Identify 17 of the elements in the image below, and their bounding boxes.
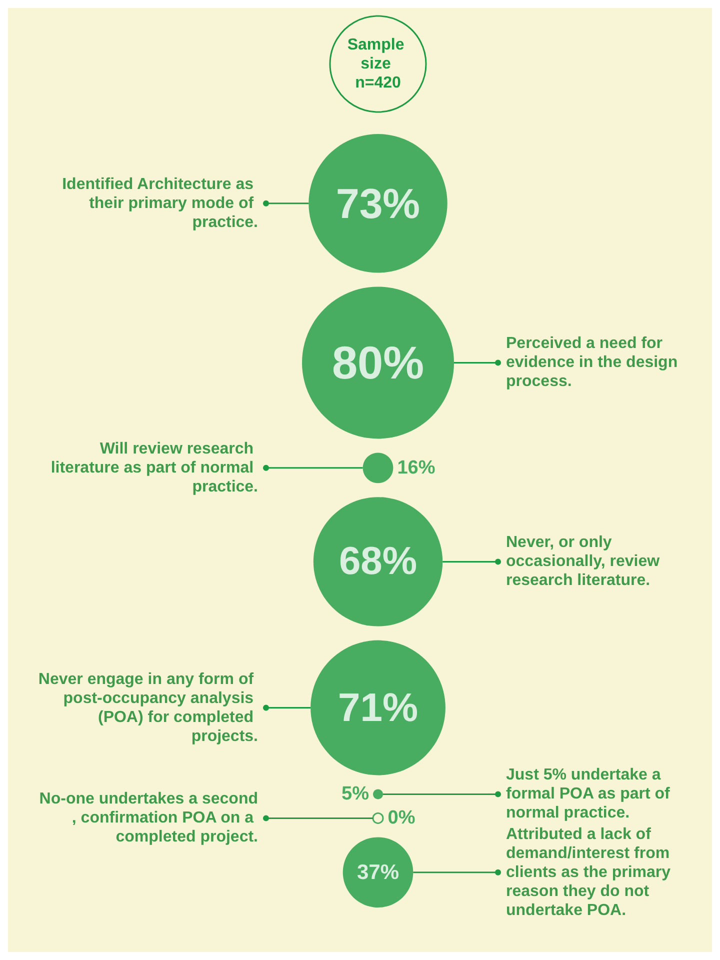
category-label: Never engage in any form of post-occupancy analysis (POA) for completed projects. <box>38 670 258 745</box>
data-label: 16% <box>397 457 436 478</box>
data-label: 71% <box>338 686 418 730</box>
category-label: Identified Architecture as their primary mode of practice. <box>62 176 258 231</box>
data-label: 5% <box>342 784 370 805</box>
data-label: 37% <box>356 860 400 884</box>
category-label: Perceived a need for evidence in the design process. <box>506 335 682 390</box>
text: Sample size n=420 <box>347 36 409 92</box>
category-label: Never, or only occasionally, review research literature. <box>506 534 664 590</box>
data-label: 0% <box>388 808 416 829</box>
category-label: Will review research literature as part of normal practice. <box>50 440 258 496</box>
category-label: Just 5% undertake a formal POA as part of normal practice. <box>506 766 674 822</box>
data-label: 80% <box>332 336 424 389</box>
category-label: No-one undertakes a second, confirmation POA on a completed project. <box>39 790 258 846</box>
data-label: 68% <box>338 540 418 584</box>
category-label: Attributed a lack of demand/interest from clients as the primary reason they do not undertake POA. <box>506 826 675 919</box>
data-label: 73% <box>336 180 420 227</box>
